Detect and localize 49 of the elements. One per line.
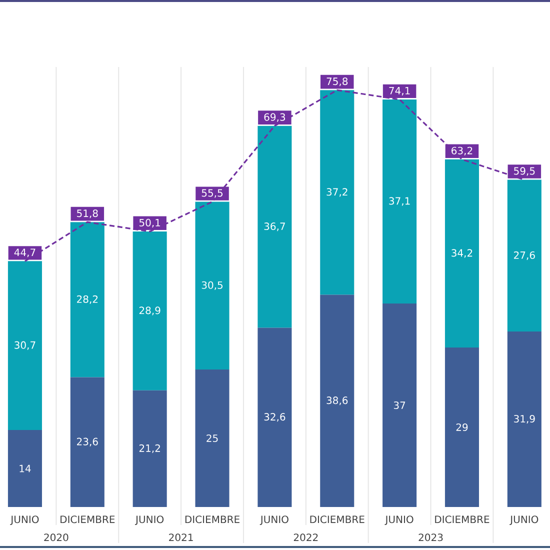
- x-tick-label: DICIEMBRE: [60, 516, 115, 524]
- data-label: 38,6: [326, 396, 348, 406]
- data-label: 34,2: [452, 249, 472, 258]
- bar: [444, 348, 479, 507]
- text: 2022: [294, 534, 318, 542]
- data-label: 37,2: [326, 188, 348, 197]
- data-label: 50,1: [139, 218, 160, 228]
- data-label: 32,6: [264, 413, 286, 422]
- text: 2020: [44, 534, 68, 542]
- x-tick-label: JUNIO: [510, 516, 538, 525]
- x-tick-label: JUNIO: [384, 516, 414, 525]
- data-label: 69,3: [264, 113, 286, 122]
- data-label: 27,6: [514, 251, 535, 260]
- data-label: 25: [206, 434, 218, 442]
- bar: [320, 294, 354, 507]
- x-tick-label: DICIEMBRE: [310, 516, 364, 524]
- data-label: 28,2: [77, 295, 98, 304]
- data-label: 36,7: [264, 222, 285, 232]
- bar: [8, 430, 42, 507]
- data-label: 31,9: [514, 414, 535, 424]
- data-label: 23,6: [77, 438, 98, 446]
- x-tick-label: DICIEMBRE: [185, 516, 240, 524]
- data-label: 37: [394, 401, 406, 410]
- data-label: 74,1: [389, 86, 410, 96]
- bar: [132, 390, 167, 507]
- data-label: 44,7: [14, 248, 36, 258]
- x-tick-label: JUNIO: [10, 516, 39, 525]
- data-label: 28,9: [139, 306, 160, 316]
- bar: [195, 370, 230, 507]
- bar: [507, 332, 542, 507]
- data-label: 30,7: [14, 341, 36, 350]
- text: 2021: [169, 534, 193, 542]
- data-label: 51,8: [77, 210, 98, 218]
- data-label: 63,2: [452, 146, 472, 156]
- bar: [382, 304, 417, 507]
- data-label: 29: [456, 423, 468, 432]
- data-label: 21,2: [139, 444, 160, 453]
- data-label: 37,1: [389, 197, 410, 206]
- text: 2023: [418, 534, 443, 542]
- data-label: 55,5: [202, 189, 223, 198]
- x-tick-label: JUNIO: [260, 516, 288, 525]
- x-tick-label: JUNIO: [135, 516, 164, 525]
- data-label: 59,5: [514, 167, 535, 176]
- bar: [258, 328, 292, 507]
- data-label: 75,8: [326, 78, 348, 86]
- data-label: 14: [20, 464, 31, 472]
- x-tick-label: DICIEMBRE: [435, 516, 490, 524]
- bar: [70, 377, 104, 507]
- data-label: 30,5: [202, 281, 223, 290]
